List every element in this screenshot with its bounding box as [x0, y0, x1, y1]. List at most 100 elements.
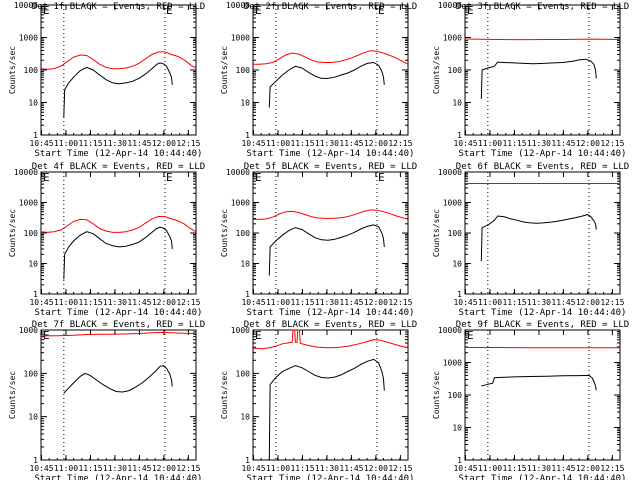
- series-events: [63, 62, 173, 118]
- x-tick-label: 11:30: [527, 139, 551, 148]
- panel-title: Det 9f BLACK = Events, RED = LLD: [456, 320, 629, 330]
- series-events: [480, 214, 597, 262]
- y-axis-label: Counts/sec: [220, 371, 229, 419]
- y-tick-label: 100: [448, 66, 463, 75]
- y-tick-label: 10: [240, 413, 250, 422]
- y-axis-label: Counts/sec: [432, 371, 441, 419]
- panel-1: Det 1f BLACK = Events, RED = LLD 1 10 100 10…: [8, 1, 205, 159]
- y-tick-label: 10: [240, 260, 250, 269]
- series-events: [268, 61, 385, 108]
- x-tick-label: 12:15: [388, 298, 412, 307]
- x-tick-label: 11:30: [527, 298, 551, 307]
- series-events: [480, 58, 597, 99]
- flag-label: E: [166, 171, 173, 184]
- flag-label: E: [255, 329, 262, 342]
- y-axis-label: Counts/sec: [432, 209, 441, 257]
- x-axis-label: Start Time (12-Apr-14 10:44:40): [459, 308, 627, 318]
- panel-6: Det 6f BLACK = Events, RED = LLD 1 10 100 10…: [432, 162, 629, 318]
- flag-label: E: [467, 4, 474, 17]
- panel-2: Det 2f BLACK = Events, RED = LLD 1 10 100 10…: [220, 1, 417, 159]
- x-tick-label: 10:45: [453, 298, 477, 307]
- x-tick-label: 12:15: [176, 464, 200, 473]
- x-tick-label: 12:00: [576, 298, 600, 307]
- y-tick-label: 1000: [231, 34, 250, 43]
- y-axis-label: Counts/sec: [432, 46, 441, 94]
- y-tick-label: 1000: [231, 199, 250, 208]
- y-tick-label: 1: [33, 456, 38, 465]
- x-tick-label: 11:30: [527, 464, 551, 473]
- panel-title: Det 4f BLACK = Events, RED = LLD: [32, 162, 205, 172]
- x-tick-label: 11:15: [290, 464, 314, 473]
- y-tick-label: 1: [245, 456, 250, 465]
- x-tick-label: 12:00: [152, 139, 176, 148]
- x-tick-label: 11:15: [290, 298, 314, 307]
- y-tick-label: 10000: [438, 1, 462, 10]
- series-lld: [253, 209, 409, 220]
- y-tick-label: 10: [28, 260, 38, 269]
- x-tick-label: 11:00: [266, 139, 290, 148]
- x-tick-label: 11:15: [78, 464, 102, 473]
- x-tick-label: 12:00: [152, 464, 176, 473]
- y-axis-label: Counts/sec: [8, 371, 17, 419]
- x-tick-label: 12:15: [600, 298, 624, 307]
- y-tick-label: 10: [452, 260, 462, 269]
- y-tick-label: 10000: [226, 168, 250, 177]
- y-tick-label: 1000: [443, 34, 462, 43]
- x-tick-label: 11:45: [127, 464, 151, 473]
- x-tick-label: 11:00: [54, 464, 78, 473]
- x-tick-label: 10:45: [29, 298, 53, 307]
- panel-5: Det 5f BLACK = Events, RED = LLD 1 10 100 10…: [220, 162, 417, 318]
- series-events: [268, 358, 385, 461]
- y-tick-label: 1: [33, 290, 38, 299]
- flag-label: E: [166, 4, 173, 17]
- y-axis-label: Counts/sec: [8, 209, 17, 257]
- x-tick-label: 11:45: [551, 464, 575, 473]
- y-axis-label: Counts/sec: [8, 46, 17, 94]
- y-tick-label: 100: [448, 391, 463, 400]
- y-tick-label: 100: [448, 229, 463, 238]
- x-axis-label: Start Time (12-Apr-14 10:44:40): [247, 308, 415, 318]
- panel-7: Det 7f BLACK = Events, RED = LLD 1 10 100 10…: [8, 320, 205, 480]
- x-tick-label: 11:30: [315, 298, 339, 307]
- y-tick-label: 10000: [438, 326, 462, 335]
- series-lld: [40, 51, 197, 70]
- series-events: [63, 226, 173, 280]
- panel-title: Det 7f BLACK = Events, RED = LLD: [32, 320, 205, 330]
- y-tick-label: 10: [240, 99, 250, 108]
- panel-title: Det 2f BLACK = Events, RED = LLD: [244, 2, 417, 12]
- x-tick-label: 12:00: [576, 139, 600, 148]
- x-tick-label: 11:15: [502, 139, 526, 148]
- series-lld: [464, 38, 621, 41]
- flag-label: E: [378, 171, 385, 184]
- x-tick-label: 12:00: [152, 298, 176, 307]
- y-tick-label: 1000: [19, 326, 38, 335]
- x-tick-label: 11:45: [339, 464, 363, 473]
- x-tick-label: 11:15: [290, 139, 314, 148]
- y-tick-label: 1: [245, 131, 250, 140]
- y-tick-label: 100: [24, 229, 39, 238]
- x-tick-label: 12:15: [600, 464, 624, 473]
- panel-3: Det 3f BLACK = Events, RED = LLD 1 10 100 10…: [432, 1, 629, 159]
- x-tick-label: 10:45: [29, 464, 53, 473]
- x-tick-label: 10:45: [453, 139, 477, 148]
- flag-label: E: [255, 4, 262, 17]
- y-tick-label: 10000: [438, 168, 462, 177]
- y-tick-label: 10: [28, 99, 38, 108]
- x-axis-label: Start Time (12-Apr-14 10:44:40): [35, 308, 203, 318]
- flag-label: E: [43, 4, 50, 17]
- x-tick-label: 11:45: [551, 298, 575, 307]
- y-tick-label: 100: [24, 66, 39, 75]
- panel-title: Det 8f BLACK = Events, RED = LLD: [244, 320, 417, 330]
- plot-frame: [252, 329, 409, 461]
- flag-label: E: [255, 171, 262, 184]
- x-axis-label: Start Time (12-Apr-14 10:44:40): [459, 149, 627, 159]
- x-axis-label: Start Time (12-Apr-14 10:44:40): [247, 474, 415, 480]
- flag-label: E: [378, 4, 385, 17]
- series-lld: [253, 50, 409, 65]
- x-tick-label: 12:15: [388, 464, 412, 473]
- y-tick-label: 10000: [226, 1, 250, 10]
- x-tick-label: 11:15: [502, 298, 526, 307]
- y-tick-label: 1000: [443, 199, 462, 208]
- x-tick-label: 12:15: [600, 139, 624, 148]
- x-tick-label: 12:00: [364, 139, 388, 148]
